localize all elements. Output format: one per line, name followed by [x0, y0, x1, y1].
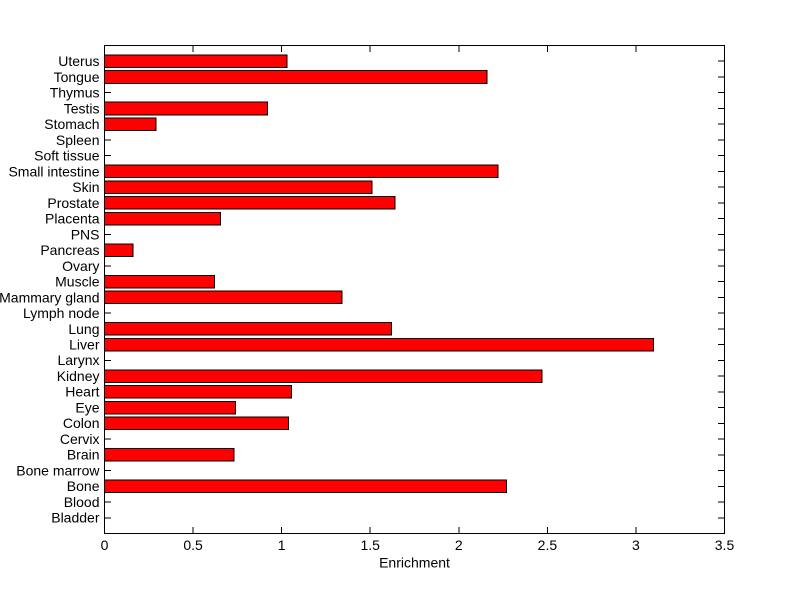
svg-text:PNS: PNS — [71, 226, 100, 242]
svg-text:2.5: 2.5 — [538, 537, 558, 553]
svg-text:Small intestine: Small intestine — [8, 163, 99, 179]
svg-text:Heart: Heart — [65, 384, 99, 400]
svg-text:Muscle: Muscle — [55, 274, 100, 290]
svg-text:Cervix: Cervix — [60, 431, 100, 447]
svg-text:2: 2 — [455, 537, 463, 553]
svg-text:3: 3 — [632, 537, 640, 553]
svg-text:Blood: Blood — [64, 494, 100, 510]
svg-text:Kidney: Kidney — [57, 368, 100, 384]
svg-text:Lymph node: Lymph node — [23, 305, 100, 321]
svg-text:Stomach: Stomach — [44, 116, 99, 132]
svg-text:Bone marrow: Bone marrow — [16, 462, 100, 478]
svg-text:Bladder: Bladder — [51, 510, 100, 526]
svg-text:Larynx: Larynx — [57, 352, 99, 368]
svg-text:Lung: Lung — [68, 321, 99, 337]
svg-text:Eye: Eye — [75, 399, 99, 415]
svg-text:Brain: Brain — [67, 447, 100, 463]
svg-text:Liver: Liver — [69, 337, 100, 353]
svg-text:Enrichment: Enrichment — [379, 555, 450, 571]
svg-text:3.5: 3.5 — [715, 537, 735, 553]
svg-text:1.5: 1.5 — [360, 537, 380, 553]
svg-text:Testis: Testis — [64, 100, 100, 116]
svg-text:Thymus: Thymus — [50, 85, 100, 101]
svg-text:Tongue: Tongue — [54, 69, 100, 85]
svg-text:Placenta: Placenta — [45, 211, 100, 227]
svg-text:Pancreas: Pancreas — [40, 242, 99, 258]
svg-text:Bone: Bone — [67, 478, 100, 494]
svg-text:Soft tissue: Soft tissue — [34, 148, 100, 164]
svg-text:Spleen: Spleen — [56, 132, 100, 148]
svg-text:1: 1 — [278, 537, 286, 553]
svg-text:Uterus: Uterus — [58, 53, 99, 69]
svg-text:Mammary gland: Mammary gland — [0, 289, 100, 305]
svg-text:Colon: Colon — [63, 415, 100, 431]
svg-text:Ovary: Ovary — [62, 258, 99, 274]
svg-text:0.5: 0.5 — [183, 537, 203, 553]
svg-text:0: 0 — [101, 537, 109, 553]
svg-text:Skin: Skin — [72, 179, 99, 195]
svg-text:Prostate: Prostate — [47, 195, 99, 211]
